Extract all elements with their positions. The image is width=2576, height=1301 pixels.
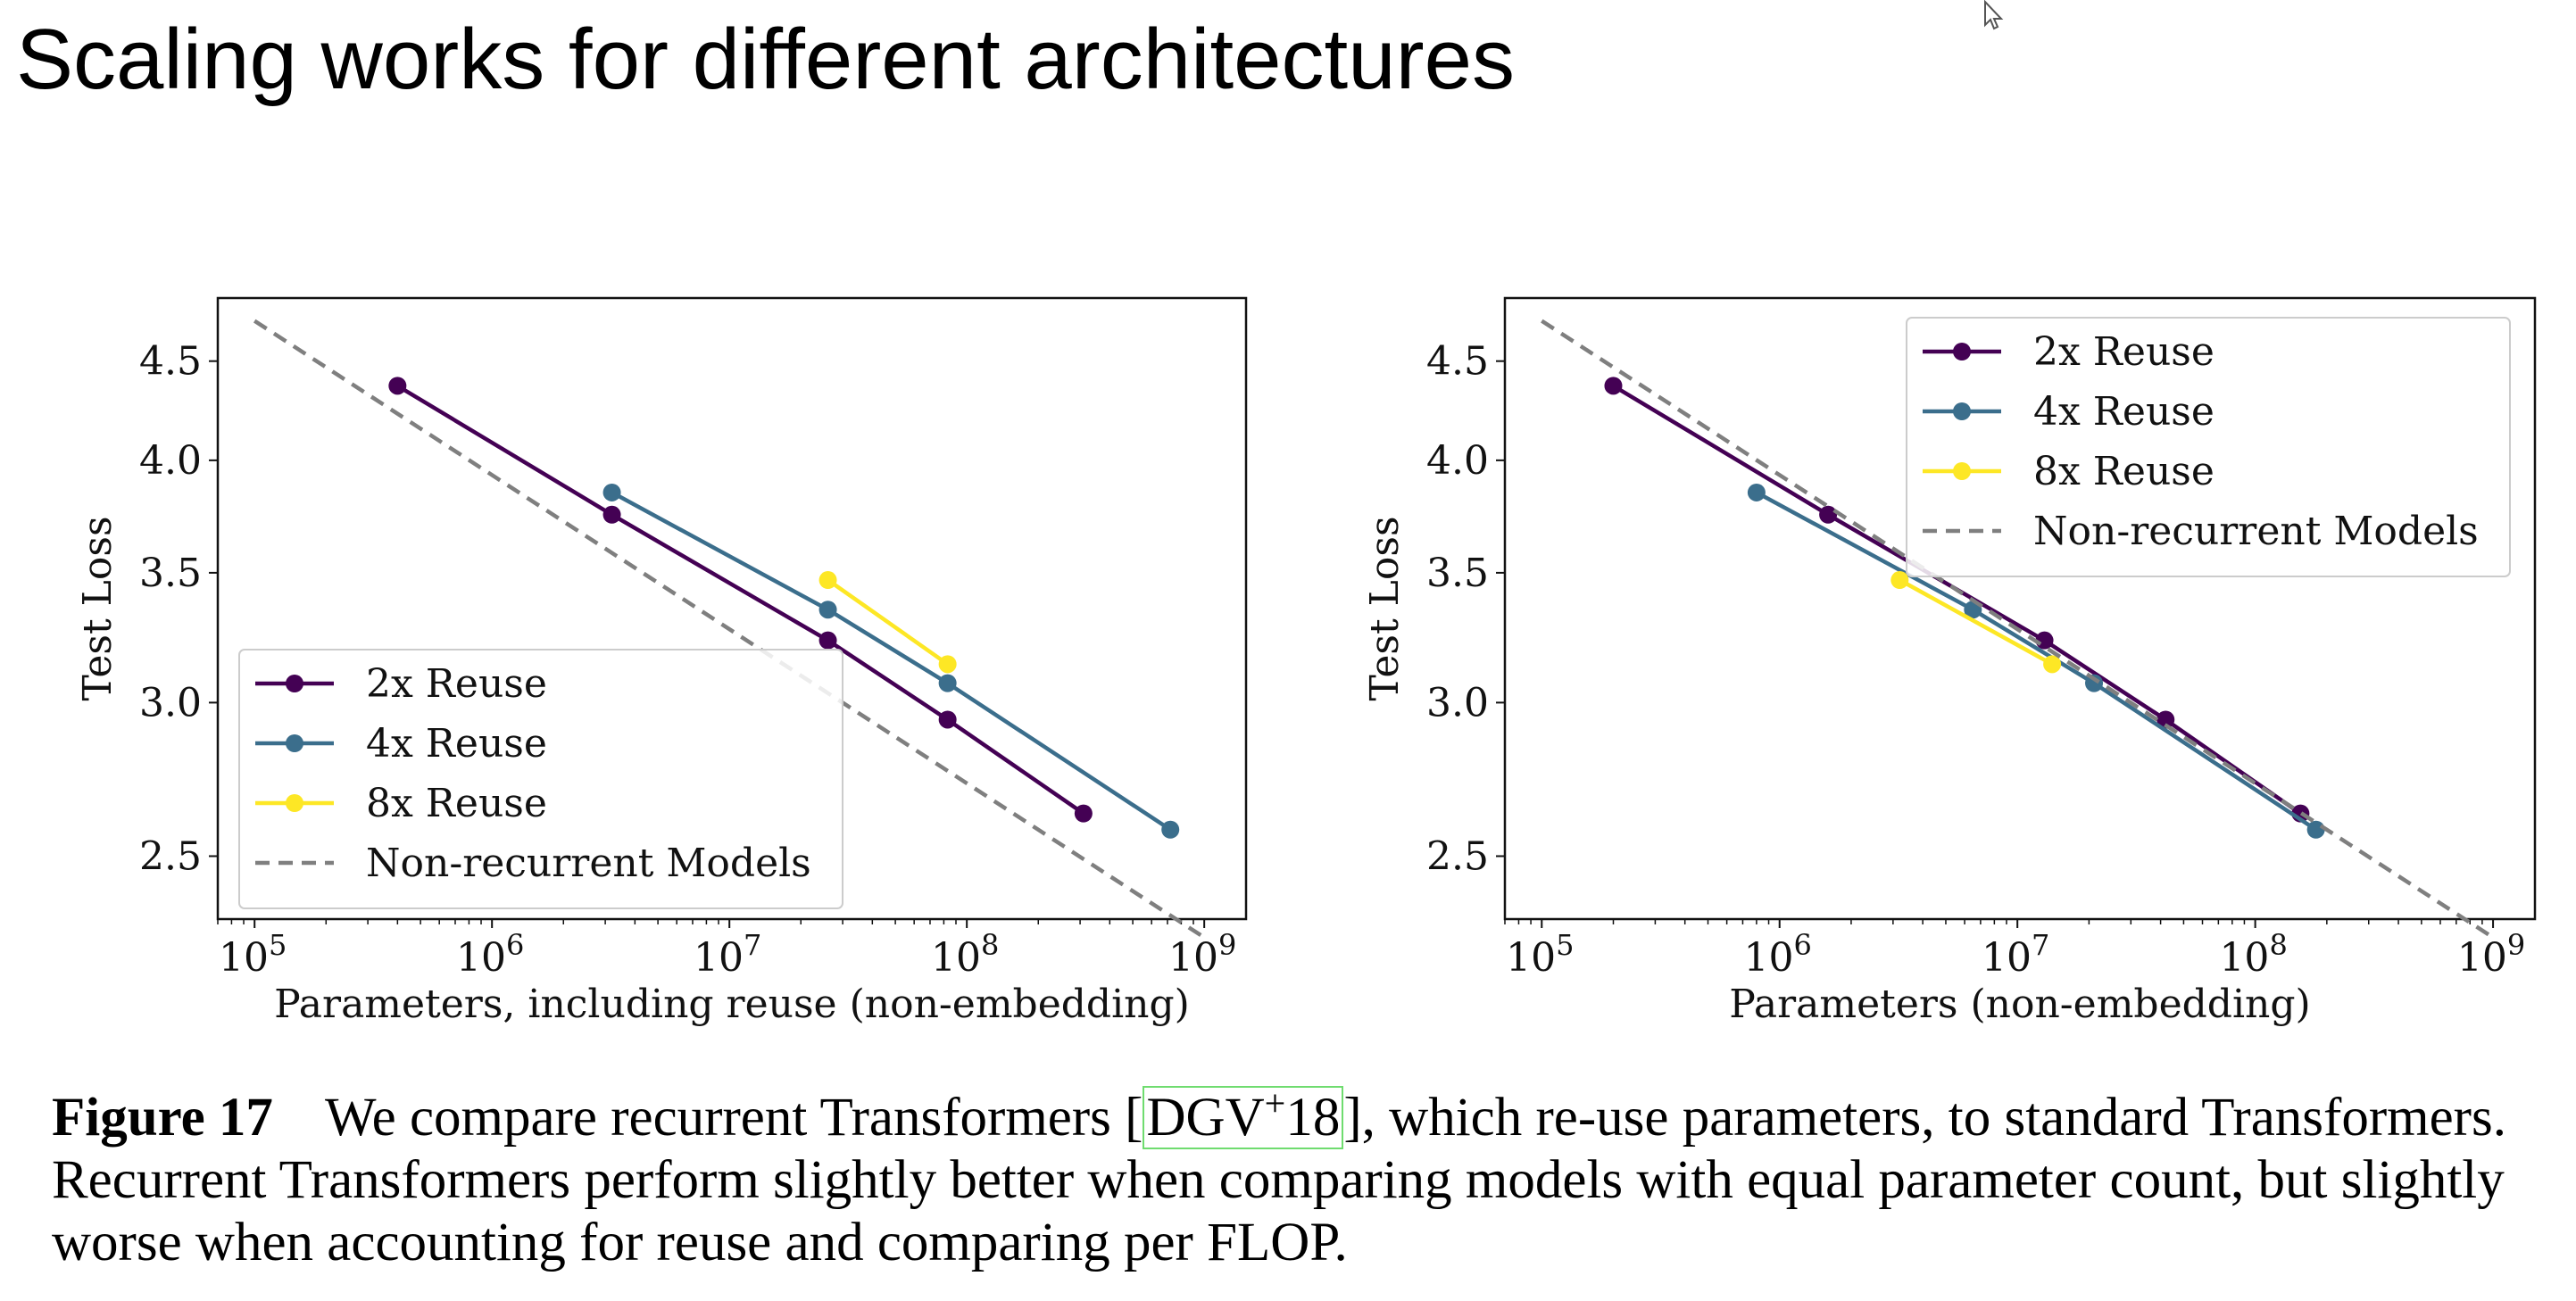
caption-text-after: ], which re-use parameters, to standard … [52,1088,2506,1272]
legend-swatch-marker [1953,402,1971,420]
y-tick-label: 4.0 [139,438,202,484]
series-line [611,490,1172,832]
legend-label: 2x Reuse [366,661,547,707]
y-axis-label: Test Loss [1362,516,1408,700]
y-tick-label: 4.5 [139,339,202,385]
x-tick-label: 108 [931,928,999,981]
x-tick-label: 108 [2219,928,2287,981]
citation-sup: + [1264,1083,1286,1125]
data-point [1604,377,1623,395]
data-point [819,601,837,619]
chart-right: 105 106 107 108 109 2.5 3.0 3.5 4.0 4.5 Parameters… [1362,296,2537,1027]
legend-label: 4x Reuse [366,721,547,767]
data-point [1161,820,1180,839]
caption-text-before: We compare recurrent Transformers [ [324,1088,1143,1148]
x-tick-label: 105 [219,928,287,981]
slide-title: Scaling works for different architecture… [16,12,1515,107]
y-tick-label: 3.0 [139,680,202,725]
y-tick-label: 3.5 [139,551,202,596]
x-tick-label: 106 [1744,928,1812,981]
data-point [2085,674,2104,692]
legend-swatch-marker [1953,343,1971,360]
x-axis-label: Parameters, including reuse (non-embeddi… [274,982,1190,1027]
legend-label: 8x Reuse [2033,449,2215,494]
y-tick-label: 4.0 [1426,438,1489,484]
series-line [827,578,949,667]
x-tick-label: 109 [1168,928,1236,981]
mouse-cursor-icon [1984,0,2004,30]
data-point [2306,820,2325,839]
reference-line [1541,319,2495,940]
x-axis-label: Parameters (non-embedding) [1729,982,2310,1027]
series-line [1899,578,2054,667]
legend-label: Non-recurrent Models [366,841,811,886]
data-point [938,655,957,674]
data-point [602,483,621,501]
y-tick-label: 2.5 [139,833,202,879]
data-point [602,505,621,524]
data-point [1074,804,1093,823]
legend-label: 4x Reuse [2033,389,2215,435]
legend-label: 8x Reuse [366,781,547,826]
chart-left: 105 106 107 108 109 2.5 3.0 3.5 4.0 4.5 Parameters… [75,296,1248,1027]
y-tick-label: 3.5 [1426,551,1489,596]
reference-line [253,319,1206,940]
x-tick-label: 105 [1506,928,1574,981]
figure-label: Figure 17 [52,1088,273,1148]
data-point [1890,571,1909,590]
legend-label: Non-recurrent Models [2033,509,2479,554]
data-point [819,571,837,590]
data-point [2043,655,2062,674]
legend-label: 2x Reuse [2033,329,2215,375]
citation-link[interactable]: DGV+18 [1143,1083,1344,1149]
y-tick-label: 3.0 [1426,680,1489,725]
y-tick-label: 2.5 [1426,833,1489,879]
legend-swatch-marker [286,794,303,812]
legend-box [1906,317,2511,577]
citation-base: DGV [1146,1088,1265,1148]
data-point [819,631,837,650]
figure-caption: Figure 17 We compare recurrent Transforme… [52,1083,2556,1274]
y-axis-label: Test Loss [75,516,120,700]
y-tick-label: 4.5 [1426,339,1489,385]
data-point [938,674,957,692]
x-tick-label: 107 [694,928,761,981]
data-point [1747,483,1766,501]
x-tick-label: 106 [456,928,524,981]
x-tick-label: 109 [2457,928,2525,981]
data-point [938,710,957,729]
citation-suffix: 18 [1285,1088,1341,1148]
data-point [2156,710,2175,729]
data-point [1819,505,1838,524]
legend-box [238,649,843,909]
series-line [1755,490,2317,832]
legend-swatch-marker [286,734,303,752]
x-tick-label: 107 [1982,928,2049,981]
data-point [388,377,407,395]
legend-swatch-marker [1953,462,1971,480]
legend-swatch-marker [286,675,303,692]
